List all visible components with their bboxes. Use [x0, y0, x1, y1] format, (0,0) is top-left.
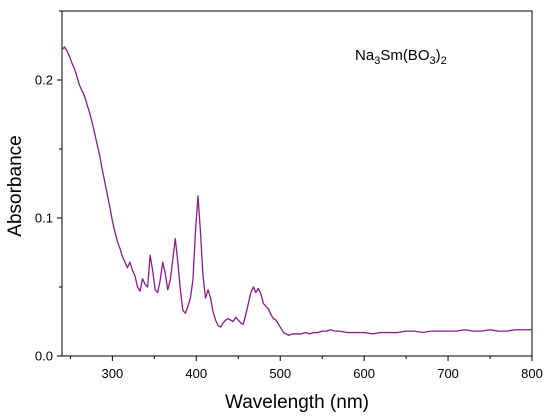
y-axis: 0.0 0.1 0.2 [35, 10, 62, 364]
annotation-text: Sm(BO [380, 47, 429, 64]
compound-annotation: Na3Sm(BO3)2 [355, 47, 447, 67]
x-tick-label: 500 [269, 366, 291, 381]
x-tick-label: 700 [437, 366, 459, 381]
y-tick-label: 0.2 [35, 73, 53, 88]
annotation-subscript: 3 [374, 55, 380, 67]
x-tick-label: 300 [102, 366, 124, 381]
y-axis-title: Absorbance [5, 135, 26, 236]
x-axis-title: Wavelength (nm) [225, 392, 369, 413]
annotation-subscript: 2 [441, 55, 447, 67]
y-tick-label: 0.0 [35, 349, 53, 364]
x-tick-label: 400 [185, 366, 207, 381]
x-tick-label: 800 [521, 366, 543, 381]
x-axis: 300 400 500 600 700 800 [69, 356, 543, 381]
annotation-subscript: 3 [429, 55, 435, 67]
series-line-0 [61, 46, 532, 336]
annotation-text: Na [355, 47, 375, 64]
y-tick-label: 0.1 [35, 211, 53, 226]
x-tick-label: 600 [353, 366, 375, 381]
plot-area [61, 10, 533, 357]
chart-marks [61, 46, 532, 336]
plot-frame [61, 10, 533, 357]
annotation-text: ) [436, 47, 441, 64]
